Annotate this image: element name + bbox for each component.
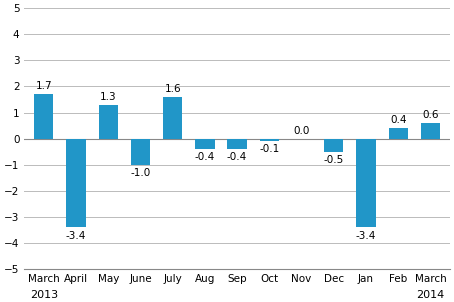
- Bar: [66, 139, 86, 227]
- Bar: [389, 128, 408, 139]
- Text: -3.4: -3.4: [66, 231, 86, 241]
- Text: 2013: 2013: [30, 290, 58, 300]
- Bar: [34, 94, 54, 139]
- Text: -0.5: -0.5: [324, 155, 344, 165]
- Text: 1.7: 1.7: [35, 81, 52, 91]
- Text: 1.6: 1.6: [164, 84, 181, 94]
- Text: 2014: 2014: [416, 290, 444, 300]
- Text: 0.6: 0.6: [422, 110, 439, 120]
- Bar: [227, 139, 247, 149]
- Text: -0.4: -0.4: [195, 152, 215, 162]
- Text: -0.4: -0.4: [227, 152, 247, 162]
- Text: -0.1: -0.1: [259, 144, 280, 154]
- Text: -3.4: -3.4: [356, 231, 376, 241]
- Text: 1.3: 1.3: [100, 92, 117, 102]
- Bar: [195, 139, 215, 149]
- Bar: [260, 139, 279, 141]
- Bar: [99, 105, 118, 139]
- Text: 0.4: 0.4: [390, 115, 406, 125]
- Bar: [163, 97, 183, 139]
- Bar: [131, 139, 150, 165]
- Bar: [324, 139, 344, 152]
- Text: -1.0: -1.0: [130, 168, 151, 178]
- Bar: [421, 123, 440, 139]
- Bar: [356, 139, 376, 227]
- Text: 0.0: 0.0: [293, 126, 310, 136]
